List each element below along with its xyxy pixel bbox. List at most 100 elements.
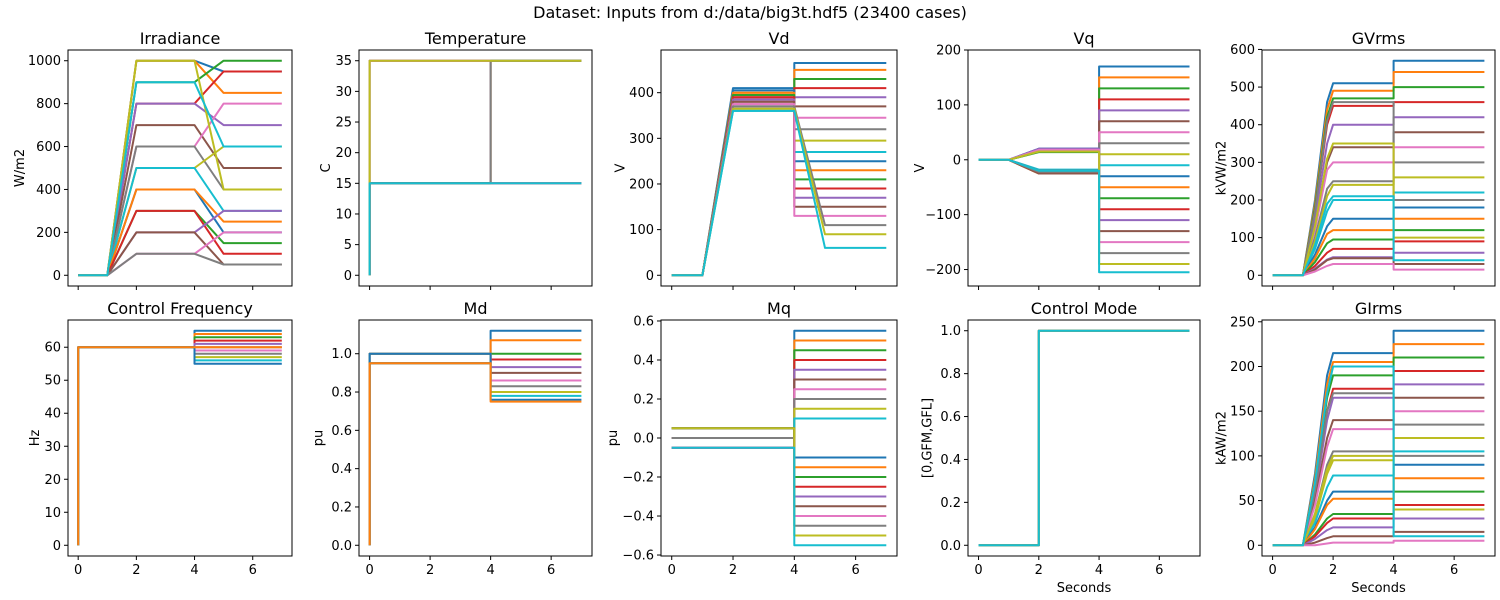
series-line bbox=[1272, 195, 1485, 277]
series-line bbox=[978, 329, 1190, 547]
series-line bbox=[77, 346, 282, 546]
y-tick-label: 600 bbox=[1230, 43, 1255, 58]
x-tick-label: 0 bbox=[974, 563, 982, 578]
y-tick-label: 200 bbox=[936, 44, 961, 59]
y-tick-label: 10 bbox=[335, 207, 352, 222]
series-line bbox=[978, 142, 1190, 173]
series-group bbox=[78, 59, 282, 277]
subplot-2: 0 100 200 300 400 Vd V bbox=[614, 29, 898, 290]
x-tick-label: 6 bbox=[851, 563, 859, 578]
y-tick-label: 100 bbox=[1230, 449, 1255, 464]
series-group bbox=[368, 329, 582, 546]
y-axis-label: Hz bbox=[28, 430, 43, 447]
y-tick-label: 60 bbox=[44, 341, 61, 356]
figure-suptitle: Dataset: Inputs from d:/data/big3t.hdf5 … bbox=[533, 3, 967, 22]
x-tick-label: 2 bbox=[1329, 563, 1337, 578]
subplot-title: GVrms bbox=[1352, 29, 1406, 48]
y-tick-label: 0.0 bbox=[633, 432, 654, 447]
x-tick-label: 4 bbox=[486, 563, 494, 578]
subplot-4: 0 100 200 300 400 500 600 GVrms kVW/m2 bbox=[1215, 29, 1496, 290]
y-tick-label: 0.6 bbox=[940, 410, 961, 425]
subplot-title: Temperature bbox=[424, 29, 526, 48]
y-tick-label: 5 bbox=[344, 238, 352, 253]
series-line bbox=[77, 336, 282, 546]
series-line bbox=[77, 333, 282, 546]
subplot-0: 0 200 400 600 800 1000 Irradiance W/m2 bbox=[13, 29, 293, 290]
y-tick-label: 0.4 bbox=[331, 462, 352, 477]
y-tick-label: −100 bbox=[925, 208, 961, 223]
series-line bbox=[1272, 343, 1485, 547]
axes-frame bbox=[358, 49, 593, 287]
subplot-title: Mq bbox=[767, 299, 791, 318]
subplot-title: Vq bbox=[1073, 29, 1094, 48]
series-line bbox=[978, 150, 1190, 265]
x-tick-label: 6 bbox=[1450, 563, 1458, 578]
y-tick-label: 0 bbox=[1247, 269, 1255, 284]
series-line bbox=[978, 329, 1190, 547]
y-tick-label: 30 bbox=[335, 85, 352, 100]
y-tick-label: 100 bbox=[1230, 231, 1255, 246]
series-line bbox=[671, 68, 887, 277]
axes-frame bbox=[967, 49, 1201, 287]
series-group bbox=[671, 329, 887, 547]
series-line bbox=[77, 346, 282, 546]
series-line bbox=[78, 81, 282, 277]
y-axis-label: pu bbox=[312, 430, 327, 447]
series-line bbox=[978, 148, 1190, 244]
axes-frame bbox=[358, 319, 593, 557]
series-line bbox=[77, 346, 282, 546]
series-line bbox=[368, 352, 582, 546]
series-line bbox=[368, 182, 582, 276]
series-line bbox=[1272, 365, 1485, 547]
series-line bbox=[978, 329, 1190, 547]
y-tick-label: 800 bbox=[36, 97, 61, 112]
series-line bbox=[77, 339, 282, 546]
series-line bbox=[77, 346, 282, 546]
series-line bbox=[1272, 146, 1485, 277]
y-tick-label: 150 bbox=[1230, 405, 1255, 420]
series-line bbox=[368, 59, 582, 276]
series-line bbox=[671, 107, 887, 277]
subplot-7: 0 2 4 6 −0.6 −0.4 −0.2 0.0 0.2 0.4 0.6 Mq pu bbox=[606, 299, 898, 578]
series-line bbox=[671, 427, 887, 537]
series-line bbox=[978, 329, 1190, 547]
series-line bbox=[978, 329, 1190, 547]
y-tick-label: −0.2 bbox=[622, 471, 654, 486]
y-tick-label: 300 bbox=[1230, 156, 1255, 171]
y-axis-label: C bbox=[319, 163, 334, 172]
y-tick-label: 200 bbox=[1230, 193, 1255, 208]
series-line bbox=[77, 346, 282, 546]
y-tick-label: 0 bbox=[953, 153, 961, 168]
series-line bbox=[368, 352, 582, 546]
y-axis-label: pu bbox=[606, 430, 621, 447]
series-line bbox=[368, 339, 582, 546]
axes-frame bbox=[67, 319, 293, 557]
y-tick-label: 0.6 bbox=[331, 424, 352, 439]
y-tick-label: 0 bbox=[1247, 539, 1255, 554]
y-tick-label: −0.4 bbox=[622, 510, 654, 525]
x-tick-label: 2 bbox=[729, 563, 737, 578]
series-group bbox=[1272, 329, 1485, 547]
x-tick-label: 4 bbox=[1095, 563, 1103, 578]
series-line bbox=[671, 398, 887, 449]
y-tick-label: 50 bbox=[1238, 494, 1255, 509]
y-tick-label: 50 bbox=[44, 374, 61, 389]
y-tick-label: 0 bbox=[646, 269, 654, 284]
y-tick-label: 600 bbox=[36, 140, 61, 155]
subplot-title: Control Mode bbox=[1031, 299, 1138, 318]
y-tick-label: 300 bbox=[629, 132, 654, 147]
y-tick-label: 20 bbox=[335, 146, 352, 161]
series-line bbox=[978, 329, 1190, 547]
y-axis-label: V bbox=[913, 163, 928, 172]
series-group bbox=[671, 62, 887, 277]
series-line bbox=[368, 362, 582, 546]
series-group bbox=[978, 329, 1190, 547]
x-tick-label: 2 bbox=[1035, 563, 1043, 578]
series-line bbox=[978, 329, 1190, 547]
x-tick-label: 6 bbox=[249, 563, 257, 578]
axes-frame bbox=[67, 49, 293, 287]
x-axis-label: Seconds bbox=[1057, 581, 1112, 596]
y-tick-label: 1.0 bbox=[331, 347, 352, 362]
series-line bbox=[671, 437, 887, 469]
x-tick-label: 0 bbox=[365, 563, 373, 578]
